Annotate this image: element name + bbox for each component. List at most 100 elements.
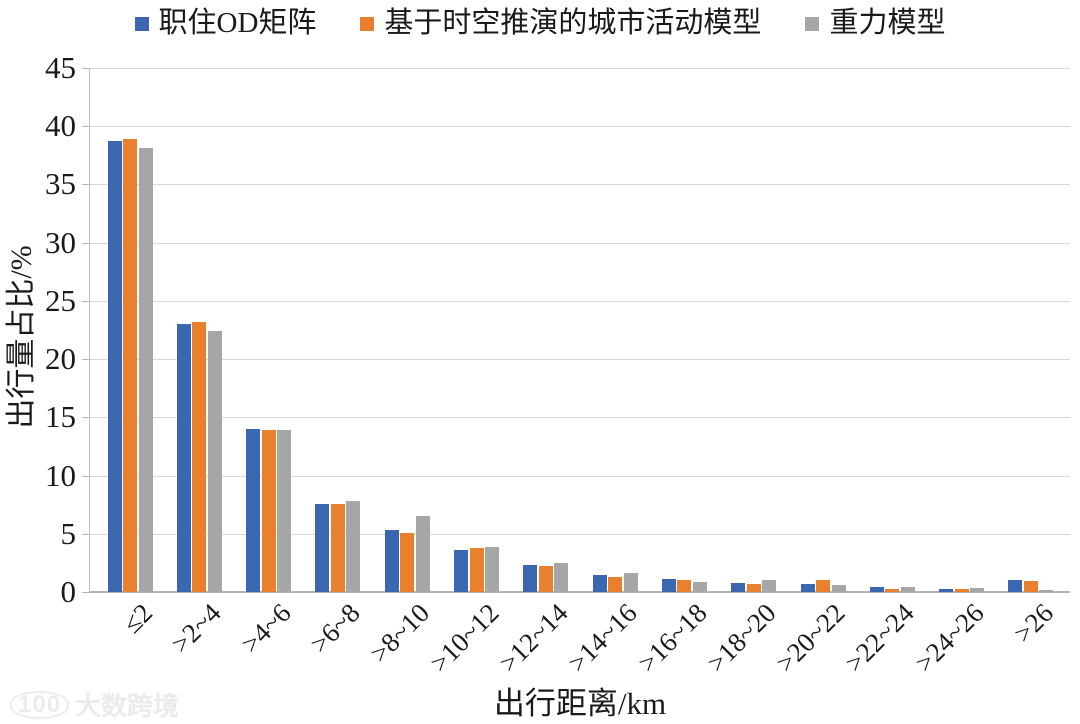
y-axis-line: [89, 68, 90, 592]
legend-item: 职住OD矩阵: [134, 7, 317, 40]
gridline: [90, 126, 1070, 128]
bar: [246, 429, 261, 592]
bar: [554, 562, 569, 592]
gridline: [90, 184, 1070, 186]
bar: [330, 503, 345, 592]
bar: [315, 503, 330, 592]
bar: [800, 583, 815, 592]
chart-legend: 职住OD矩阵 基于时空推演的城市活动模型 重力模型: [0, 7, 1080, 40]
x-axis-category-text: >14~16: [562, 597, 643, 679]
legend-label: 基于时空推演的城市活动模型: [384, 7, 762, 39]
bar: [469, 547, 484, 592]
bar: [816, 580, 830, 592]
y-axis-tick: [82, 126, 90, 128]
gridline: [90, 300, 1070, 302]
x-axis-category-text: >4~6: [234, 597, 297, 659]
y-axis-tick: [82, 417, 90, 419]
bar: [954, 589, 969, 592]
y-axis-title: 出行量占比/%: [5, 245, 38, 429]
bar: [608, 576, 623, 592]
y-axis-tick-label: 40: [45, 108, 76, 144]
gridline: [90, 359, 1070, 361]
bar: [538, 566, 553, 592]
bar: [207, 331, 222, 592]
legend-item: 基于时空推演的城市活动模型: [360, 7, 762, 40]
legend-label: 职住OD矩阵: [158, 7, 317, 39]
x-axis-category-text: >12~14: [493, 597, 574, 679]
x-axis-title: 出行距离/km: [493, 686, 667, 721]
y-axis-tick-label: 5: [60, 515, 77, 551]
x-axis-category-text: >16~18: [631, 597, 713, 679]
y-axis-tick: [82, 475, 90, 477]
bar: [885, 588, 900, 592]
y-axis-tick: [82, 533, 90, 535]
y-axis-tick: [82, 359, 90, 361]
bar: [677, 580, 692, 592]
bar: [261, 430, 276, 592]
legend-label: 重力模型: [829, 7, 946, 39]
bar: [762, 580, 777, 592]
bar: [107, 141, 122, 592]
x-axis-category-text: >10~12: [423, 597, 505, 679]
bar: [485, 546, 499, 592]
bar: [900, 586, 915, 592]
y-axis-tick: [82, 300, 90, 302]
y-axis-tick-label: 35: [45, 166, 76, 202]
bar: [970, 587, 985, 592]
bar: [831, 585, 846, 592]
x-axis-category-text: >24~26: [908, 597, 990, 679]
x-axis-line: [90, 591, 1070, 593]
bar: [623, 573, 638, 592]
bar: [176, 324, 191, 592]
x-axis-category-text: >2~4: [165, 597, 228, 659]
y-axis-tick: [82, 184, 90, 186]
gridline: [90, 533, 1070, 535]
y-axis-tick: [82, 242, 90, 244]
bar: [1008, 580, 1023, 592]
bar: [384, 530, 399, 592]
bar: [869, 587, 884, 592]
legend-swatch-icon: [134, 16, 149, 31]
x-axis-category-text: >6~8: [304, 597, 366, 659]
legend-swatch-icon: [805, 16, 820, 31]
x-axis-category-text: ≤2: [116, 597, 158, 639]
x-axis-category-text: >20~22: [770, 597, 851, 679]
bar: [523, 565, 538, 592]
y-axis-tick-label: 15: [45, 399, 76, 435]
bar: [346, 501, 361, 592]
bar: [192, 321, 207, 592]
bar: [939, 588, 954, 592]
bar: [592, 574, 607, 592]
watermark-text: 大数跨境: [75, 691, 180, 721]
y-axis-tick: [82, 592, 90, 593]
bar: [454, 550, 468, 592]
x-axis-category-text: >22~24: [839, 597, 921, 679]
y-axis-tick-label: 20: [45, 341, 76, 377]
bar: [277, 430, 292, 592]
bar: [661, 579, 676, 592]
bar: [138, 148, 153, 592]
y-axis-tick-label: 0: [60, 574, 77, 609]
bar: [1039, 589, 1054, 592]
y-axis-tick: [82, 68, 90, 69]
y-axis-tick-label: 10: [45, 457, 76, 493]
legend-swatch-icon: [360, 16, 375, 31]
gridline: [90, 475, 1070, 477]
gridline: [90, 242, 1070, 244]
y-axis-tick-label: 25: [45, 282, 76, 318]
gridline: [90, 68, 1070, 69]
bar: [1023, 580, 1038, 592]
x-axis-category-text: >26: [1007, 597, 1059, 649]
bar: [415, 516, 430, 592]
y-axis-tick-label: 45: [45, 50, 76, 85]
bar: [731, 582, 746, 592]
watermark-logo-icon: 100: [10, 690, 70, 719]
bar: [692, 581, 707, 592]
bar: [123, 139, 137, 592]
bar: [400, 532, 415, 592]
watermark: 100 大数跨境: [10, 686, 179, 723]
legend-item: 重力模型: [805, 7, 946, 40]
gridline: [90, 417, 1070, 419]
bar: [746, 583, 761, 592]
